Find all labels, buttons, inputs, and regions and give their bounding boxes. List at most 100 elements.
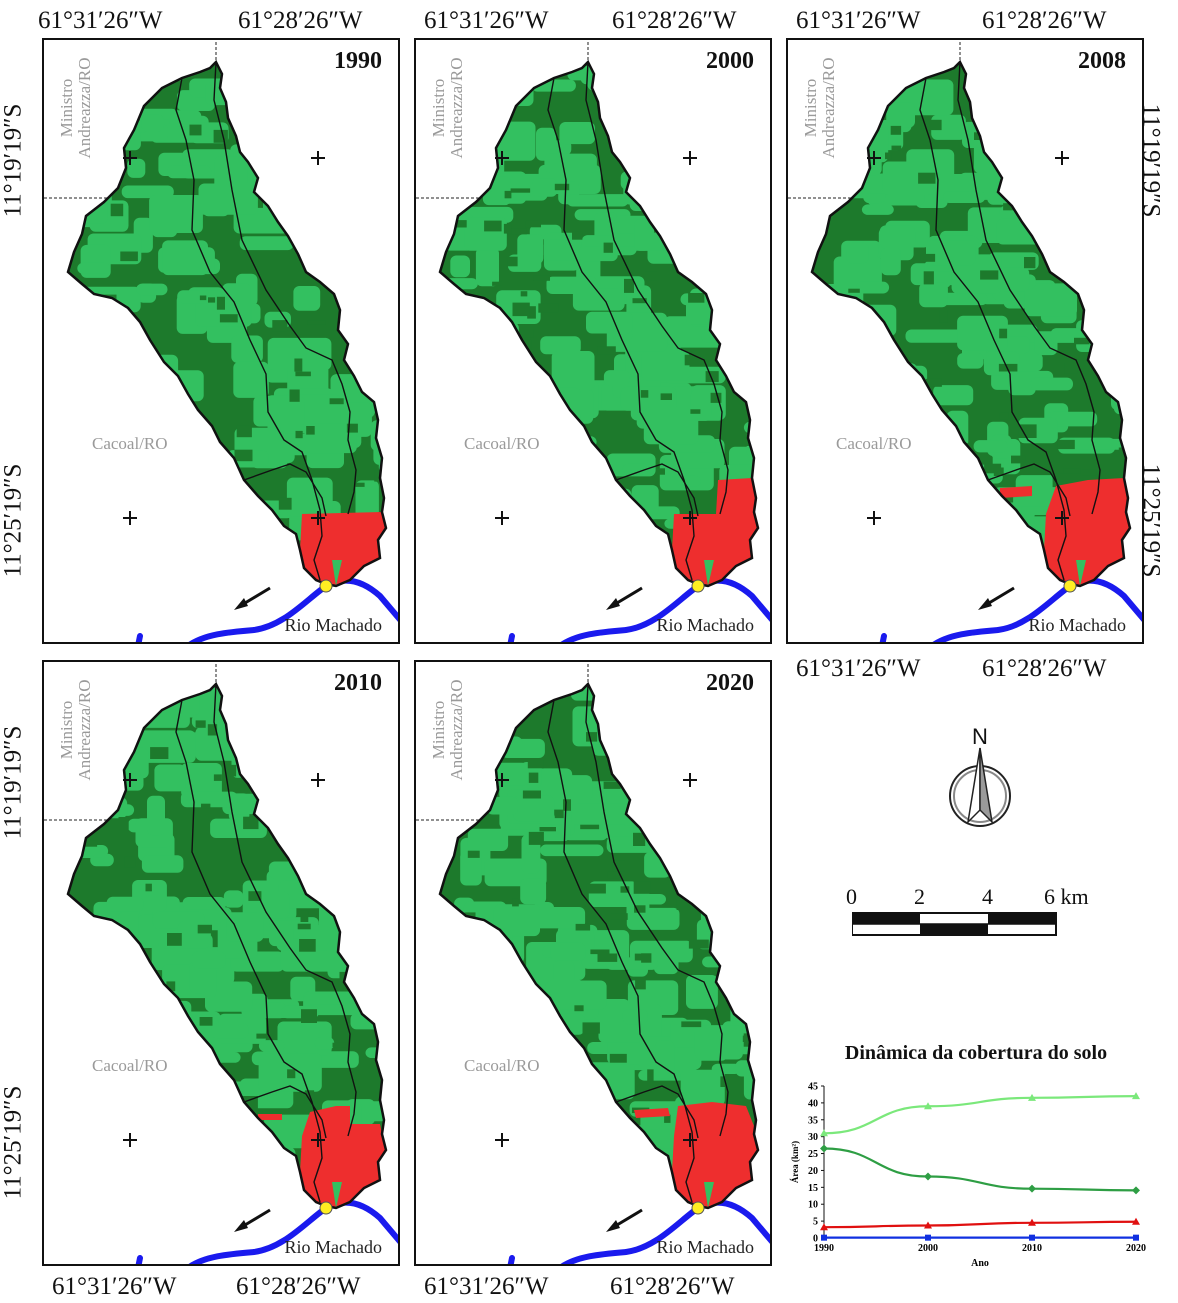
watershed-map (788, 40, 1142, 642)
riparian-strip (1076, 560, 1086, 586)
series-point-0 (820, 1129, 828, 1137)
river-label: Rio Machado (284, 615, 382, 635)
river-line (507, 1199, 770, 1264)
river-label: Rio Machado (1028, 615, 1126, 635)
scale-tick-0: 0 (846, 884, 857, 909)
sub-basin-divide (957, 61, 1101, 515)
chart-plot: 0 5 10 15 20 25 30 35 40 45 1990 2000 2010 2020 Ano Áre… (790, 1082, 1146, 1270)
year-label: 2010 (334, 670, 382, 696)
lat-label-left-top-2: 11°19′19″S (0, 725, 27, 840)
graticule-cross (123, 1133, 137, 1147)
urban-area (1000, 486, 1032, 498)
series-line-1 (823, 1147, 1137, 1192)
urban-area (258, 1114, 282, 1120)
municipality-label-north: Ministro Andreazza/RO (429, 57, 466, 159)
map-panel-2000: 2000 Ministro Andreazza/RO Cacoal/RO Rio… (414, 38, 772, 644)
lon-label-top-2: 61°28′26″W (238, 7, 363, 34)
river-line (135, 1199, 398, 1264)
municipality-label-north: Ministro Andreazza/RO (57, 679, 94, 781)
sub-basin-divide (243, 1085, 327, 1139)
graticule-cross (311, 1133, 325, 1147)
graticule-cross (123, 773, 137, 787)
river-line (507, 577, 770, 642)
scale-tick-4: 4 (982, 884, 993, 909)
series-point-0 (924, 1102, 932, 1110)
flow-arrowhead (234, 1220, 248, 1232)
series-line-2 (823, 1220, 1137, 1229)
graticule-cross (123, 151, 137, 165)
map-panel-1990: 1990 Ministro Andreazza/RO Cacoal/RO Rio… (42, 38, 400, 644)
sub-basin-divide (615, 1085, 699, 1139)
graticule-cross (867, 151, 881, 165)
graticule-cross (495, 511, 509, 525)
graticule-cross (1055, 151, 1069, 165)
municipality-label-south: Cacoal/RO (464, 434, 540, 453)
y-tick-label: 10 (808, 1200, 818, 1211)
chart-title: Dinâmica da cobertura do solo (844, 1042, 1108, 1064)
riparian-strip (704, 560, 714, 586)
lon-label-top-4: 61°28′26″W (612, 7, 737, 34)
river-label: Rio Machado (656, 1237, 754, 1257)
y-tick-label: 40 (808, 1098, 818, 1109)
watershed-map (44, 662, 398, 1264)
graticule-cross (495, 773, 509, 787)
flow-arrowhead (606, 1220, 620, 1232)
series-point-3 (1133, 1234, 1139, 1241)
series-point-3 (821, 1234, 827, 1241)
x-tick-label: 2010 (1022, 1243, 1042, 1254)
series-point-1 (820, 1144, 828, 1153)
urban-area (300, 1106, 386, 1208)
series-point-1 (1132, 1186, 1140, 1195)
graticule-cross (311, 773, 325, 787)
sub-basin-divide (213, 61, 357, 515)
watershed-map (44, 40, 398, 642)
graticule-cross (683, 511, 697, 525)
river-line (135, 577, 398, 642)
sub-basin-divide (243, 463, 327, 517)
urban-area (672, 478, 758, 586)
series-point-2 (1132, 1217, 1140, 1225)
municipality-label-north: Ministro Andreazza/RO (801, 57, 838, 159)
map-panel-2008: 2008 Ministro Andreazza/RO Cacoal/RO Rio… (786, 38, 1144, 644)
year-label: 2020 (706, 670, 754, 696)
scale-tick-6: 6 km (1044, 884, 1089, 909)
land-cover-chart: Dinâmica da cobertura do solo 0 5 10 15 20 25… (776, 1038, 1176, 1300)
urban-area (672, 1102, 758, 1208)
year-label: 2000 (706, 48, 754, 74)
series-line-0 (823, 1095, 1137, 1135)
north-arrow-label: N (972, 724, 988, 749)
lon-label-top-1: 61°31′26″W (38, 7, 163, 34)
lon-label-bottom-1: 61°31′26″W (52, 1273, 177, 1300)
urban-area (300, 512, 386, 586)
riparian-strip (332, 1182, 342, 1208)
series-point-0 (1028, 1093, 1036, 1101)
municipality-label-south: Cacoal/RO (464, 1056, 540, 1075)
riparian-strip (332, 560, 342, 586)
y-tick-label: 45 (808, 1082, 818, 1093)
graticule-cross (683, 151, 697, 165)
pasture-patches (68, 684, 386, 1208)
graticule-cross (683, 773, 697, 787)
urban-area (1044, 478, 1130, 586)
watershed-map (416, 40, 770, 642)
municipality-label-south: Cacoal/RO (92, 1056, 168, 1075)
series-point-3 (1029, 1234, 1035, 1241)
flow-arrowhead (978, 598, 992, 610)
lon-label-bottom-3: 61°31′26″W (424, 1273, 549, 1300)
outlet-point (691, 1201, 705, 1215)
municipality-label-south: Cacoal/RO (836, 434, 912, 453)
series-point-2 (820, 1223, 828, 1231)
y-axis-label: Área (km²) (790, 1141, 800, 1183)
north-arrow-icon: N (949, 724, 1011, 827)
riparian-strip (704, 1182, 714, 1208)
lon-label-mid-2: 61°28′26″W (982, 655, 1107, 682)
sub-basin-divide (615, 463, 699, 517)
map-panel-2020: 2020 Ministro Andreazza/RO Cacoal/RO Rio… (414, 660, 772, 1266)
y-tick-label: 30 (808, 1132, 818, 1143)
scale-tick-2: 2 (914, 884, 925, 909)
scale-bar: 0 2 4 6 km (846, 880, 1116, 940)
lon-label-bottom-2: 61°28′26″W (236, 1273, 361, 1300)
graticule-cross (311, 511, 325, 525)
flow-arrowhead (606, 598, 620, 610)
y-tick-label: 20 (808, 1166, 818, 1177)
